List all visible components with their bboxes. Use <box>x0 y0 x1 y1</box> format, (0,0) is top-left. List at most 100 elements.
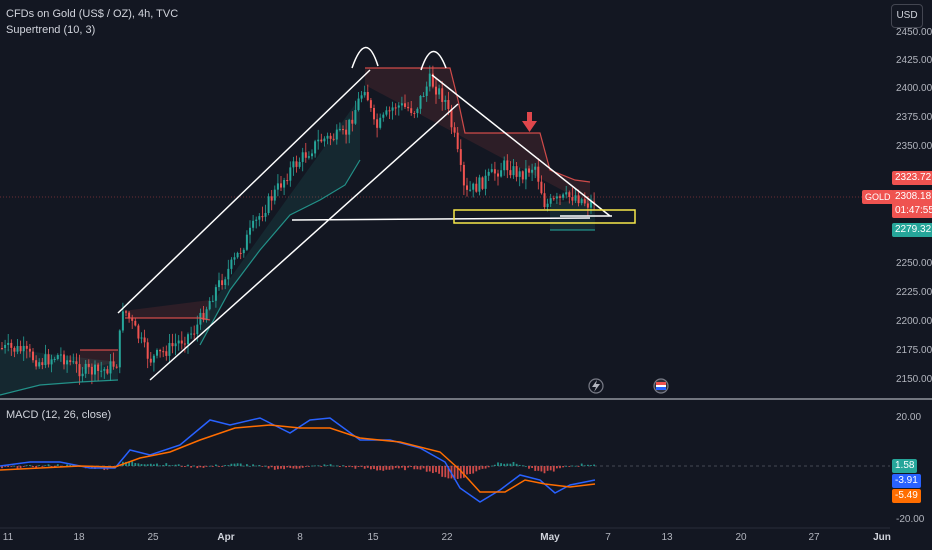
symbol-title[interactable]: CFDs on Gold (US$ / OZ), 4h, TVC <box>6 8 179 20</box>
candle-body <box>515 166 518 177</box>
price-tick: 2175.00 <box>896 345 932 356</box>
histogram-bar <box>351 466 354 468</box>
supertrend-segment <box>365 67 591 183</box>
candle-body <box>363 92 366 96</box>
candle-body <box>571 197 574 201</box>
candle-body <box>497 173 499 177</box>
histogram-bar <box>180 466 183 467</box>
histogram-bar <box>239 463 242 466</box>
candle-body <box>233 257 236 260</box>
candle-body <box>397 105 400 108</box>
candle-body <box>109 361 112 374</box>
histogram-bar <box>559 466 561 469</box>
candle-body <box>357 98 360 110</box>
candle-body <box>162 351 165 353</box>
candle-body <box>583 199 586 204</box>
candle-body <box>528 168 530 173</box>
candle-body <box>329 135 332 139</box>
histogram-bar <box>379 466 382 471</box>
candle-body <box>425 86 428 96</box>
candle-body <box>143 337 146 343</box>
candle-body <box>103 369 106 371</box>
histogram-bar <box>25 465 28 467</box>
candle-body <box>388 110 391 112</box>
candle-body <box>1 348 3 349</box>
candle-body <box>267 196 270 213</box>
candle-body <box>292 161 295 168</box>
histogram-bar <box>376 466 378 471</box>
histogram-bar <box>549 466 552 471</box>
candle-body <box>196 324 199 335</box>
histogram-bar <box>72 465 75 466</box>
candle-body <box>304 152 307 158</box>
candle-body <box>137 325 140 339</box>
candle-body <box>531 169 534 173</box>
histogram-bar <box>50 466 53 467</box>
histogram-bar <box>320 466 323 467</box>
candle-body <box>295 161 298 167</box>
currency-button[interactable]: USD <box>891 4 923 28</box>
candle-body <box>121 311 124 331</box>
histogram-bar <box>131 461 134 466</box>
histogram-bar <box>153 464 155 466</box>
candle-body <box>50 359 53 365</box>
price-tick: 2150.00 <box>896 374 932 385</box>
histogram-bar <box>280 466 282 469</box>
macd-title[interactable]: MACD (12, 26, close) <box>6 409 112 421</box>
candle-body <box>63 354 65 365</box>
candle-body <box>56 355 59 359</box>
histogram-bar <box>481 466 484 469</box>
histogram-bar <box>4 466 6 467</box>
histogram-bar <box>202 466 205 468</box>
upper-band-tag: 2323.72 <box>892 171 932 185</box>
candle-body <box>478 177 481 192</box>
candle-body <box>171 343 174 347</box>
supertrend-segment <box>0 379 119 396</box>
histogram-bar <box>410 466 413 468</box>
histogram-bar <box>273 466 276 470</box>
histogram-bar <box>407 466 409 468</box>
histogram-bar <box>528 466 530 469</box>
candle-body <box>382 114 385 118</box>
channel-lower-line <box>149 103 459 381</box>
candle-body <box>7 342 10 345</box>
candle-body <box>249 227 251 235</box>
histogram-bar <box>428 466 431 472</box>
histogram-bar <box>456 466 459 479</box>
date-tick: 13 <box>661 532 673 543</box>
histogram-bar <box>224 465 227 466</box>
histogram-bar <box>463 466 465 478</box>
candle-body <box>280 183 282 188</box>
histogram-bar <box>47 464 50 466</box>
candle-body <box>490 169 493 172</box>
macd-tick: 20.00 <box>896 412 922 423</box>
candle-body <box>66 360 69 365</box>
histogram-bar <box>394 466 397 468</box>
histogram-bar <box>525 465 527 467</box>
candle-body <box>524 168 527 180</box>
candle-body <box>165 351 168 356</box>
histogram-bar <box>205 466 208 467</box>
candle-body <box>568 192 571 198</box>
histogram-bar <box>342 465 344 467</box>
histogram-bar <box>583 465 586 467</box>
candle-body <box>208 300 211 310</box>
histogram-bar <box>453 466 456 480</box>
candle-body <box>317 139 320 142</box>
candle-body <box>438 88 441 95</box>
candle-body <box>506 160 509 171</box>
date-tick: 27 <box>808 532 820 543</box>
lower-band-tag: 2279.32 <box>892 223 932 237</box>
peak-arc-right <box>420 50 447 71</box>
histogram-bar <box>314 465 316 467</box>
date-tick: 20 <box>735 532 747 543</box>
indicator-title[interactable]: Supertrend (10, 3) <box>6 24 96 36</box>
histogram-bar <box>174 464 177 466</box>
candle-body <box>413 112 416 114</box>
candle-body <box>552 198 555 200</box>
histogram-bar <box>162 465 165 466</box>
histogram-bar <box>323 464 326 466</box>
candle-body <box>472 183 475 190</box>
histogram-bar <box>370 466 372 470</box>
